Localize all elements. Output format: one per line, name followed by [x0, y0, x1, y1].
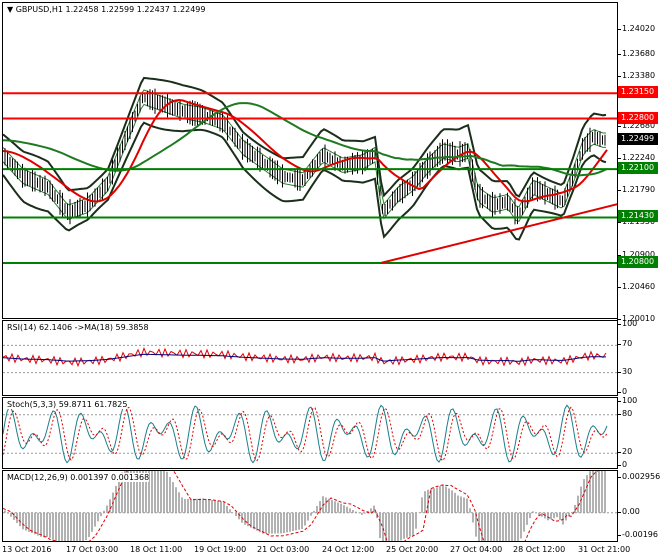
price-tick: 1.22680: [616, 121, 656, 131]
rsi-tick: 0: [616, 387, 628, 396]
stoch-main-line: [3, 404, 608, 464]
envelope-upper-line: [3, 89, 606, 208]
price-tick: 1.20010: [616, 314, 656, 323]
time-label: 18 Oct 11:00: [130, 545, 183, 554]
bollinger-lower-band: [3, 121, 607, 241]
price-plot: [3, 76, 617, 264]
rsi-tick: 30: [616, 366, 633, 376]
stoch-title: Stoch(5,3,3) 59.8711 61.7825: [7, 400, 128, 409]
time-label: 27 Oct 04:00: [450, 545, 503, 554]
stoch-pane[interactable]: Stoch(5,3,3) 59.8711 61.7825: [2, 397, 618, 469]
price-tick: 1.23680: [616, 48, 656, 58]
price-tick: 1.24020: [616, 24, 656, 34]
price-tick: 1.22240: [616, 152, 656, 162]
time-label: 17 Oct 03:00: [66, 545, 119, 554]
ohlc-values: 1.22458 1.22599 1.22437 1.22499: [65, 5, 206, 14]
price-level-tag: 1.23150: [618, 86, 658, 99]
rsi-ma-line: [3, 353, 606, 362]
rsi-plot: [3, 344, 617, 374]
macd-axis: 0.002956 0.00 -0.00196: [616, 470, 660, 542]
trend-line: [380, 203, 617, 264]
macd-tick: 0.00: [617, 506, 640, 516]
rsi-pane[interactable]: RSI(14) 62.1406 ->MA(18) 59.3858: [2, 320, 618, 396]
time-label: 28 Oct 12:00: [513, 545, 566, 554]
macd-pane[interactable]: MACD(12,26,9) 0.001397 0.001368: [2, 470, 618, 542]
time-label: 21 Oct 03:00: [257, 545, 310, 554]
rsi-line: [3, 347, 607, 368]
macd-signal-line: [3, 471, 599, 541]
bollinger-upper-band: [3, 76, 607, 198]
macd-title: MACD(12,26,9) 0.001397 0.001368: [7, 473, 150, 482]
price-pane[interactable]: ▼ GBPUSD,H1 1.22458 1.22599 1.22437 1.22…: [2, 2, 618, 319]
ma-green-line: [3, 102, 608, 177]
stoch-tick: 0: [616, 460, 628, 469]
stoch-plot: [3, 404, 617, 464]
stoch-tick: 100: [616, 396, 638, 405]
time-label: 31 Oct 21:00: [578, 545, 631, 554]
envelope-lower-line: [3, 103, 606, 222]
stoch-axis: 100 80 20 0: [616, 396, 660, 469]
time-label: 25 Oct 20:00: [386, 545, 439, 554]
price-level-tag: 1.22100: [618, 162, 658, 175]
rsi-tick: 70: [616, 339, 633, 349]
symbol-label: GBPUSD,H1: [15, 5, 63, 14]
stoch-tick: 80: [616, 408, 633, 418]
stoch-signal-line: [3, 406, 608, 462]
price-level-tag: 1.21430: [618, 210, 658, 223]
rsi-axis: 100 70 30 0: [616, 319, 660, 396]
price-tick: 1.21790: [616, 185, 656, 195]
price-level-tag: 1.22499: [618, 133, 658, 146]
stoch-tick: 20: [616, 447, 633, 457]
price-tick: 1.20900: [616, 249, 656, 259]
price-tick: 1.23380: [616, 70, 656, 80]
price-tick: 1.20460: [616, 281, 656, 291]
time-label: 19 Oct 19:00: [194, 545, 247, 554]
price-level-tag: 1.22800: [618, 111, 658, 124]
rsi-tick: 100: [616, 319, 638, 328]
price-level-tag: 1.20800: [618, 255, 658, 268]
symbol-title: ▼ GBPUSD,H1 1.22458 1.22599 1.22437 1.22…: [7, 5, 206, 14]
time-label: 24 Oct 12:00: [322, 545, 375, 554]
collapse-triangle-icon[interactable]: ▼: [7, 5, 16, 14]
rsi-title: RSI(14) 62.1406 ->MA(18) 59.3858: [7, 323, 149, 332]
macd-tick: -0.00196: [617, 529, 658, 539]
time-label: 13 Oct 2016: [2, 545, 52, 554]
price-axis[interactable]: 1.24020 1.23680 1.23380 1.22680 1.22240 1.217…: [616, 2, 660, 323]
macd-tick: 0.002956: [616, 472, 660, 482]
macd-plot: [3, 471, 617, 541]
ma-red-line: [3, 98, 608, 203]
